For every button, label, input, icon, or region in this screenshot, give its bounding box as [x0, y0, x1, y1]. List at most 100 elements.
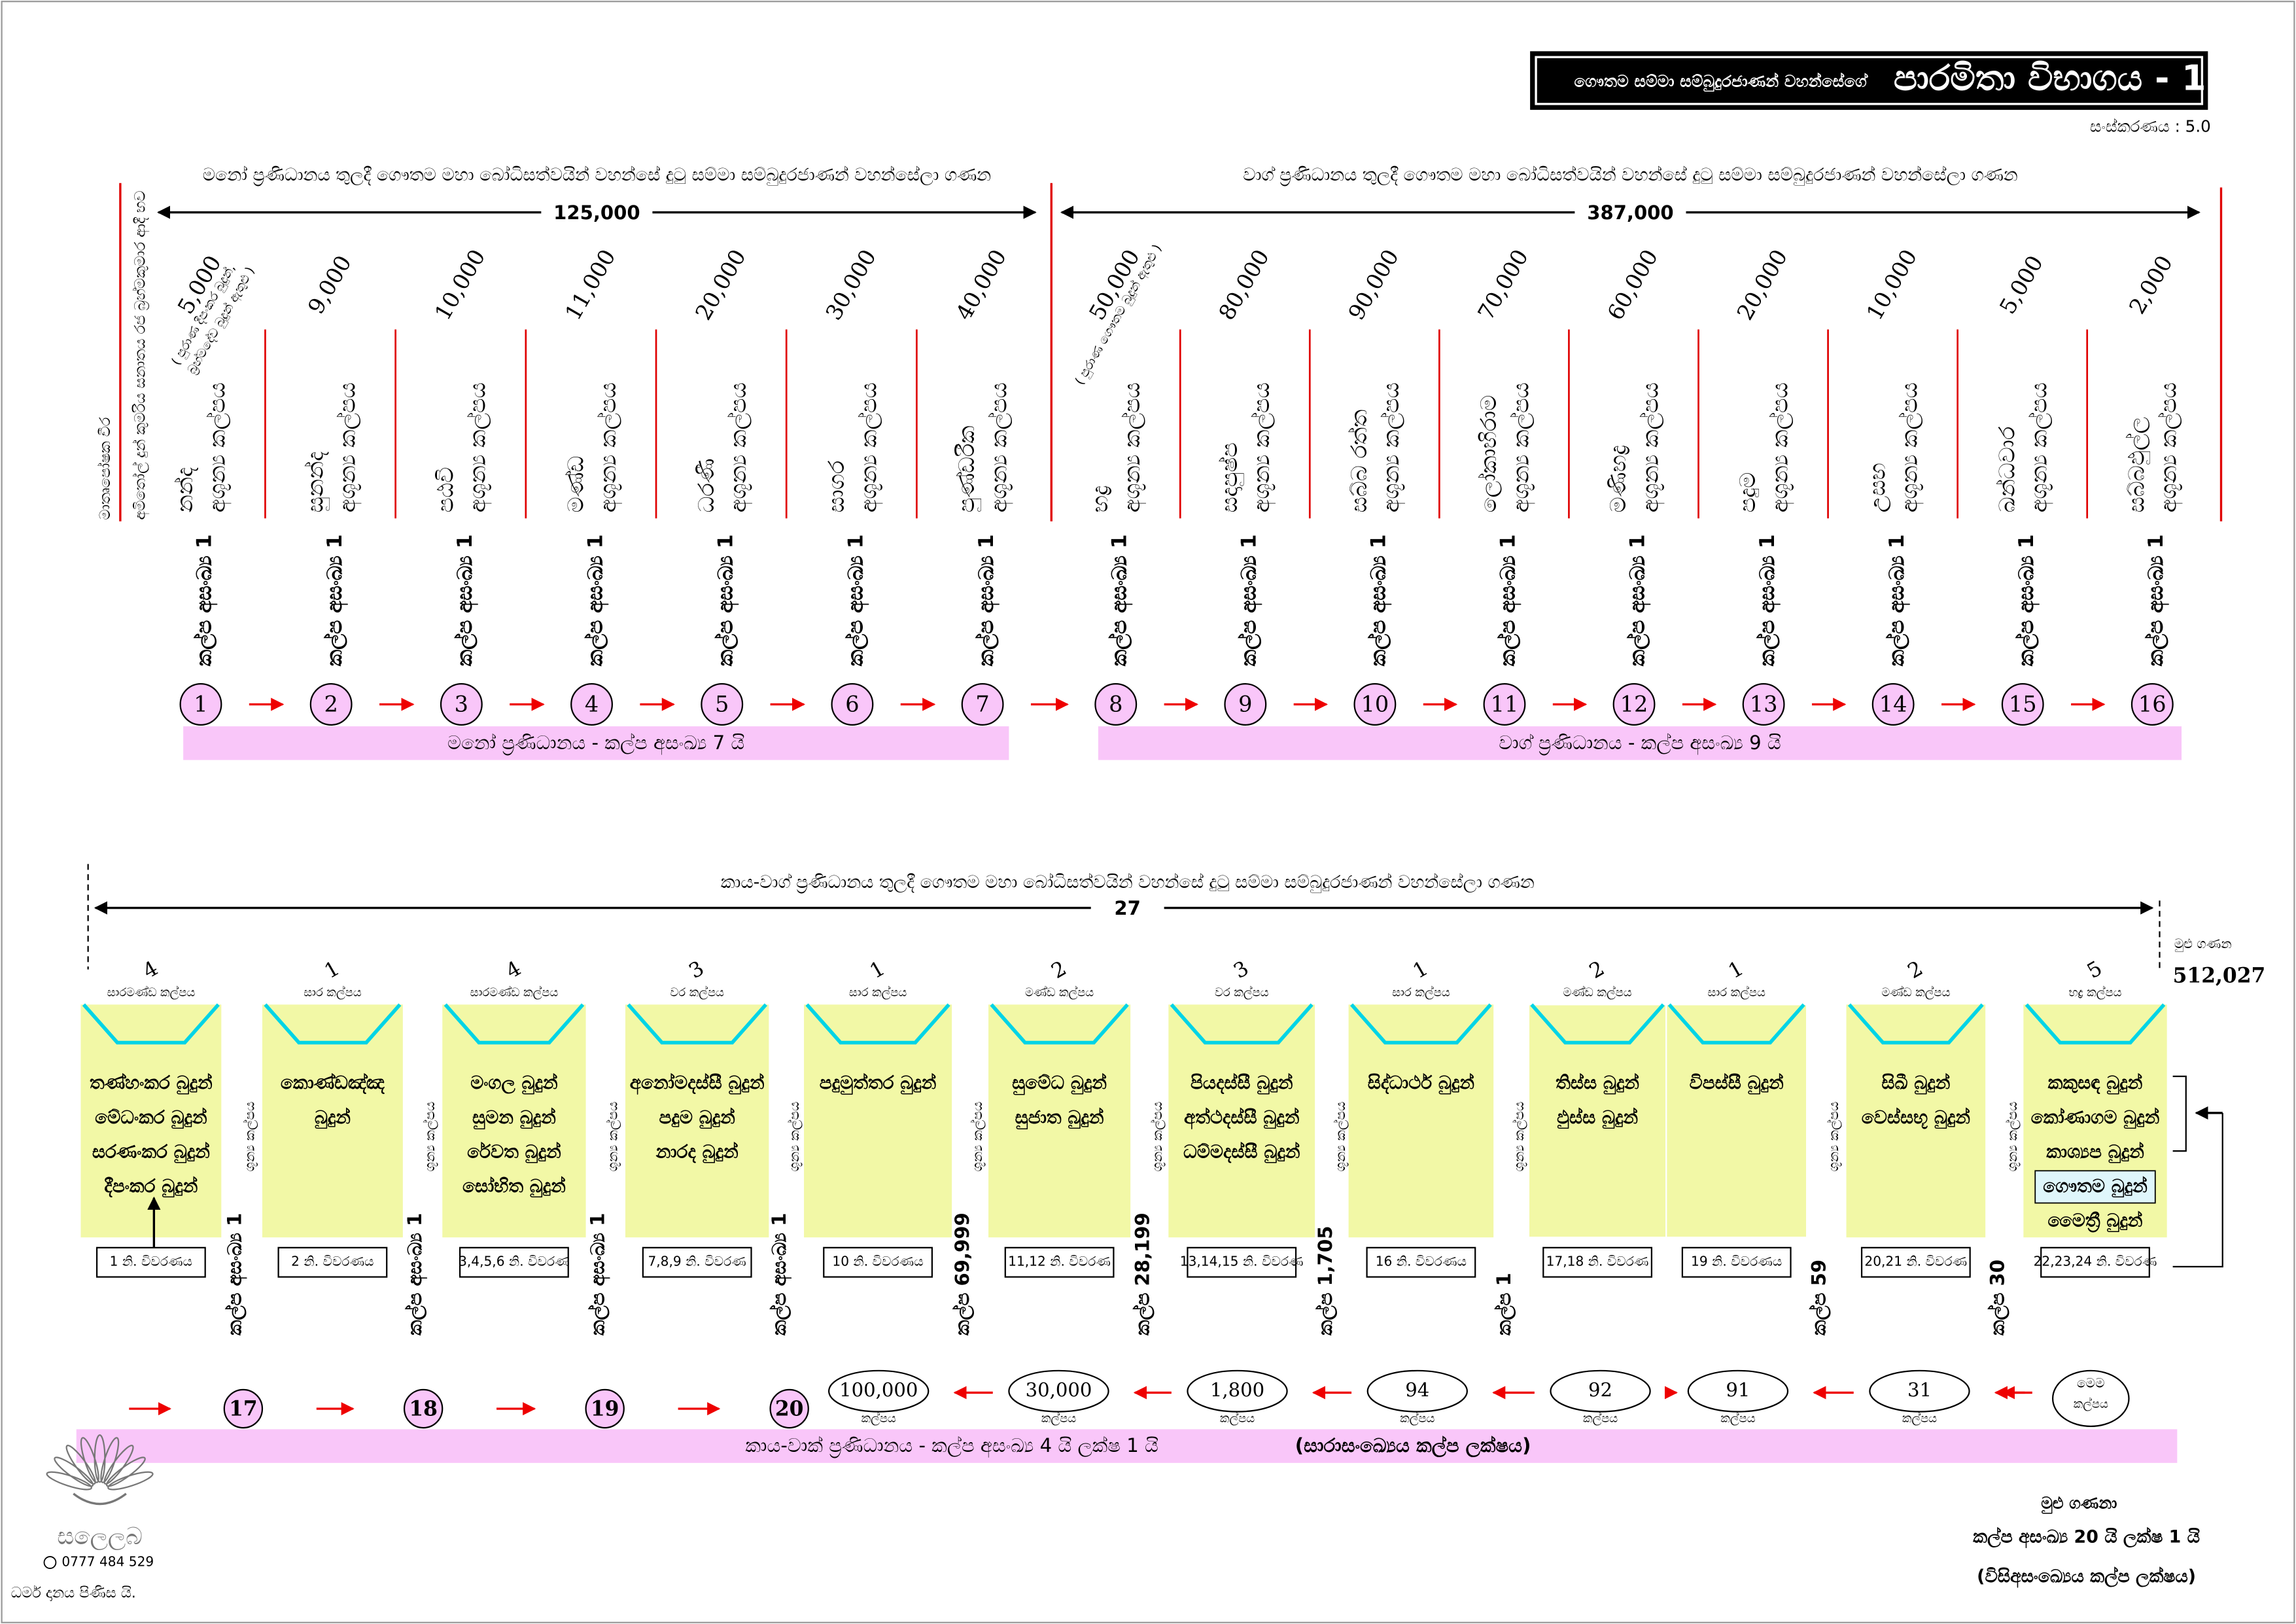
gap-span: කල්ප 59 [1807, 1260, 1830, 1335]
buddha-name: ධම්මදස්සී බුදුන් [1183, 1140, 1300, 1163]
step-circle [701, 683, 744, 726]
span-count: 387,000 [1587, 202, 1673, 224]
bracket [2172, 1075, 2187, 1152]
kalpa-period: කල්ප අසංඛ්‍ය 1 [1238, 534, 1262, 666]
title-box [1530, 51, 2208, 110]
kalpa-name: ලෝකාභිරාම [1476, 395, 1502, 513]
buddha-name: අත්ථදස්සී බුදුන් [1184, 1106, 1300, 1129]
kalpa-kind: අශූන්‍ය කල්පය [1897, 382, 1924, 512]
kalpa-oval [2051, 1369, 2130, 1427]
step-number: 18 [409, 1398, 438, 1421]
oval-unit: කල්පය [1400, 1411, 1435, 1425]
kalpa-name: පුණ්ඩරීක [954, 426, 981, 513]
ref-label: 11,12 නි. විවරණ [1008, 1254, 1111, 1269]
kalpa-kind: අශූන්‍ය කල්පය [465, 382, 493, 512]
phone-icon [43, 1556, 57, 1569]
ref-box [823, 1246, 933, 1278]
kalpa-kind: අශූන්‍ය කල්පය [2156, 382, 2183, 512]
box-kind: සාරමණ්ඩ කල්පය [107, 985, 196, 999]
logo-base [73, 1492, 127, 1506]
gap-kind: ශූන්‍ය කල්පය [786, 1102, 803, 1172]
gap-span: කල්ප අසංඛ්‍ය 1 [404, 1213, 428, 1335]
kalpa-oval [1366, 1369, 1469, 1413]
span-count: 125,000 [553, 202, 640, 224]
kalpa-box [1665, 1004, 1808, 1239]
box-notch [2025, 1003, 2166, 1045]
buddha-name: රේවත බුදුන් [467, 1140, 561, 1163]
kalpa-kind: අශූන්‍ය කල්පය [204, 382, 232, 512]
ref-label: 3,4,5,6 නි. විවරණ [459, 1254, 570, 1269]
gap-kind: ශූන්‍ය කල්පය [1332, 1102, 1349, 1172]
buddha-name: සෝභිත බුදුන් [462, 1175, 566, 1198]
box-kind: සාර කල්පය [304, 985, 362, 999]
step-number: 10 [1361, 692, 1389, 717]
buddha-name: සිඛී බුදුන් [1881, 1072, 1950, 1095]
oval-unit: කල්පය [1902, 1411, 1937, 1425]
kalpa-name: සාගර [824, 460, 849, 512]
side-label: අමිතෝල් දුන් කුමරිය සනාතය රජ බ්‍රහ්මකුමා… [132, 190, 150, 520]
box-kind: සාර කල්පය [849, 985, 907, 999]
buddha-name: සුමන බුදුන් [472, 1106, 556, 1130]
ref-label: 17,18 නි. විවරණ [1546, 1254, 1649, 1269]
ref-label: 7,8,9 නි. විවරණ [648, 1254, 746, 1269]
step-number: 12 [1620, 692, 1648, 717]
footer-total: කල්ප අසංඛ්‍ය 20 යි ලක්ෂ 1 යි [1973, 1527, 2200, 1548]
buddha-name: විපස්සී බුදුන් [1690, 1072, 1784, 1095]
oval-count: 1,800 [1210, 1379, 1264, 1401]
buddha-name: පියදස්සී බුදුන් [1191, 1072, 1293, 1095]
oval-count: 31 [1907, 1379, 1932, 1401]
box-notch [1667, 1003, 1805, 1045]
gap-span: කල්ප 69,999 [951, 1212, 974, 1335]
ref-box [96, 1246, 206, 1278]
side-label: මාතෘපෝෂක වීර [97, 417, 114, 520]
buddha-name: තිස්ස බුදුන් [1556, 1072, 1639, 1095]
gap-kind: ශූන්‍ය කල්පය [2004, 1102, 2021, 1172]
step-circle [1742, 683, 1785, 726]
gap-span: කල්ප 1 [1493, 1273, 1516, 1335]
kalpa-period: කල්ප අසංඛ්‍ය 1 [714, 534, 739, 666]
ref-box [1187, 1246, 1297, 1278]
step-circle [585, 1388, 625, 1429]
step-circle [1871, 683, 1915, 726]
kalpa-period: කල්ප අසංඛ්‍ය 1 [1497, 534, 1522, 666]
kalpa-name: සබ්බඵුල්ල [2123, 417, 2149, 512]
step-circle [831, 683, 874, 726]
step-circle [1224, 683, 1267, 726]
buddha-name: සරණංකර බුදුන් [92, 1140, 210, 1163]
gap-kind: ශූන්‍ය කල්පය [969, 1102, 986, 1172]
label-bg [1090, 896, 1164, 920]
box-notch [627, 1003, 767, 1045]
kalpa-kind: අශූන්‍ය කල්පය [335, 382, 362, 512]
oval-unit: කල්පය [2074, 1397, 2108, 1411]
step-number: 9 [1238, 692, 1252, 717]
buddha-name: තණ්හංකර බුදුන් [90, 1072, 213, 1095]
return-line [2172, 1112, 2223, 1268]
box-notch [82, 1003, 220, 1045]
total: 512,027 [2173, 964, 2266, 987]
buddha-name: පදුමුත්තර බුදුන් [820, 1072, 937, 1095]
oval-unit: කල්පය [1041, 1411, 1076, 1425]
buddha-name: ගෞතම බුදුන් [2043, 1175, 2148, 1198]
buddha-name: කාශ්‍යප බුදුන් [2046, 1140, 2144, 1163]
kalpa-period: කල්ප අසංඛ්‍ය 1 [1756, 534, 1781, 666]
step-circle [440, 683, 483, 726]
step-circle [961, 683, 1004, 726]
kalpa-kind: අශූන්‍ය කල්පය [595, 382, 623, 512]
kalpa-name: පඨවි [432, 467, 458, 513]
kalpa-oval [1008, 1369, 1109, 1413]
oval-unit: කල්පය [861, 1411, 896, 1425]
step-circle [2131, 683, 2174, 726]
step-number: 14 [1879, 692, 1907, 717]
oval-count: මෙම [2077, 1375, 2105, 1390]
kalpa-period: කල්ප අසංඛ්‍ය 1 [323, 534, 348, 666]
kalpa-name: ධරණී [693, 458, 719, 512]
step-number: 19 [591, 1398, 619, 1421]
span-heading: මනෝ ප්‍රණිධානය තුලදී ගෞතම මහා බෝධිසත්වයි… [203, 165, 991, 186]
buddha-name: නාරද බුදුන් [655, 1140, 739, 1163]
oval-unit: කල්පය [1720, 1411, 1755, 1425]
buddha-name: කෝණාගම බුදුන් [2031, 1106, 2160, 1129]
step-circle [223, 1388, 264, 1429]
kalpa-name: සදාපුෂ්ප [1217, 442, 1244, 512]
period-bar-label: වාග් ප්‍රණිධානය - කල්ප අසංඛ්‍ය 9 යි [1499, 732, 1781, 755]
